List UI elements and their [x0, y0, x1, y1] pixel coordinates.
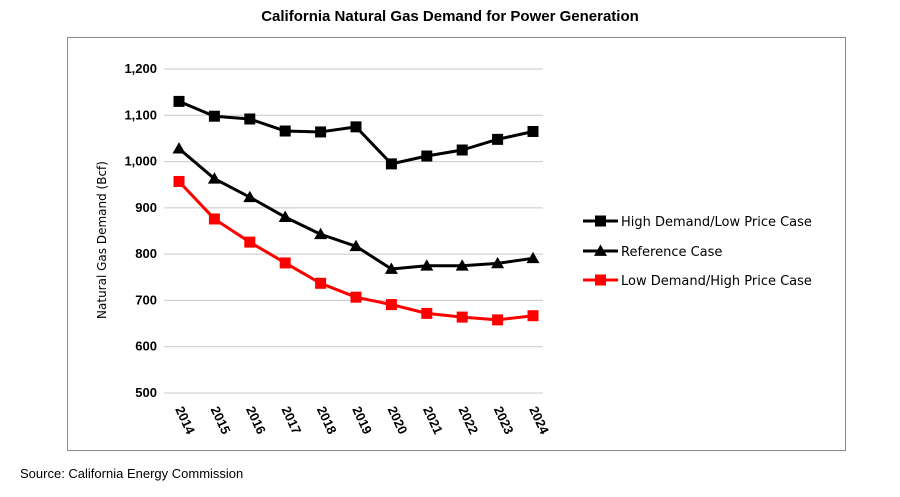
legend-swatch-marker — [595, 274, 606, 286]
data-point — [492, 314, 504, 326]
data-point — [420, 259, 434, 271]
data-point — [456, 144, 468, 156]
x-tick-label: 2024 — [526, 404, 552, 437]
x-tick-label: 2020 — [385, 404, 411, 437]
y-tick-label: 800 — [135, 246, 157, 261]
y-tick-label: 600 — [135, 339, 157, 354]
data-point — [314, 227, 328, 240]
data-point — [527, 310, 539, 322]
legend-label: Low Demand/High Price Case — [621, 274, 812, 289]
legend-label: Reference Case — [621, 245, 722, 260]
data-point — [279, 125, 291, 137]
x-tick-label: 2014 — [172, 404, 198, 437]
data-point — [455, 259, 469, 271]
data-point — [526, 251, 540, 264]
data-point — [421, 307, 433, 319]
data-point — [350, 121, 362, 133]
legend-swatch-marker — [595, 215, 606, 227]
data-point — [315, 277, 327, 289]
y-tick-label: 900 — [135, 200, 157, 215]
x-axis-ticks: 2014 2015 2016 2017 2018 2019 2020 2021 2022 2023… — [172, 404, 552, 437]
y-tick-label: 1,100 — [124, 107, 157, 122]
source-note: Source: California Energy Commission — [20, 466, 244, 481]
data-point — [244, 113, 256, 125]
data-point — [208, 213, 220, 225]
data-point — [384, 262, 398, 274]
data-point — [278, 210, 292, 222]
x-tick-label: 2018 — [314, 404, 340, 437]
series-layer — [172, 95, 540, 326]
y-axis-label: Natural Gas Demand (Bcf) — [95, 161, 109, 319]
x-tick-label: 2015 — [208, 404, 234, 437]
data-point — [208, 110, 220, 122]
legend: High Demand/Low Price Case Reference Case… — [583, 215, 812, 289]
data-point — [350, 291, 362, 303]
x-tick-label: 2019 — [349, 404, 375, 437]
y-tick-label: 500 — [135, 385, 157, 400]
data-point — [527, 125, 539, 137]
legend-label: High Demand/Low Price Case — [621, 215, 812, 230]
chart-frame — [67, 37, 846, 451]
data-point — [172, 142, 186, 154]
data-point — [279, 257, 291, 269]
chart-title: California Natural Gas Demand for Power … — [261, 8, 639, 25]
y-axis-ticks: 500 600 700 800 900 1,000 1,100 1,200 — [124, 61, 157, 400]
data-point — [385, 299, 397, 311]
data-point — [421, 150, 433, 162]
data-point — [173, 95, 185, 107]
data-point — [456, 311, 468, 323]
data-point — [244, 236, 256, 248]
x-tick-label: 2016 — [243, 404, 269, 437]
legend-swatch-marker — [594, 244, 607, 256]
y-tick-label: 1,000 — [124, 154, 157, 169]
data-point — [207, 172, 221, 184]
x-tick-label: 2021 — [420, 404, 446, 437]
data-point — [491, 256, 505, 269]
data-point — [349, 239, 363, 252]
x-tick-label: 2022 — [455, 404, 481, 437]
data-point — [315, 126, 327, 138]
x-tick-label: 2023 — [491, 404, 517, 437]
data-point — [385, 158, 397, 170]
data-point — [492, 133, 504, 145]
data-point — [243, 190, 257, 203]
y-tick-label: 1,200 — [124, 61, 157, 76]
y-tick-label: 700 — [135, 292, 157, 307]
series-line — [178, 100, 534, 166]
x-tick-label: 2017 — [278, 404, 304, 437]
data-point — [173, 175, 185, 187]
